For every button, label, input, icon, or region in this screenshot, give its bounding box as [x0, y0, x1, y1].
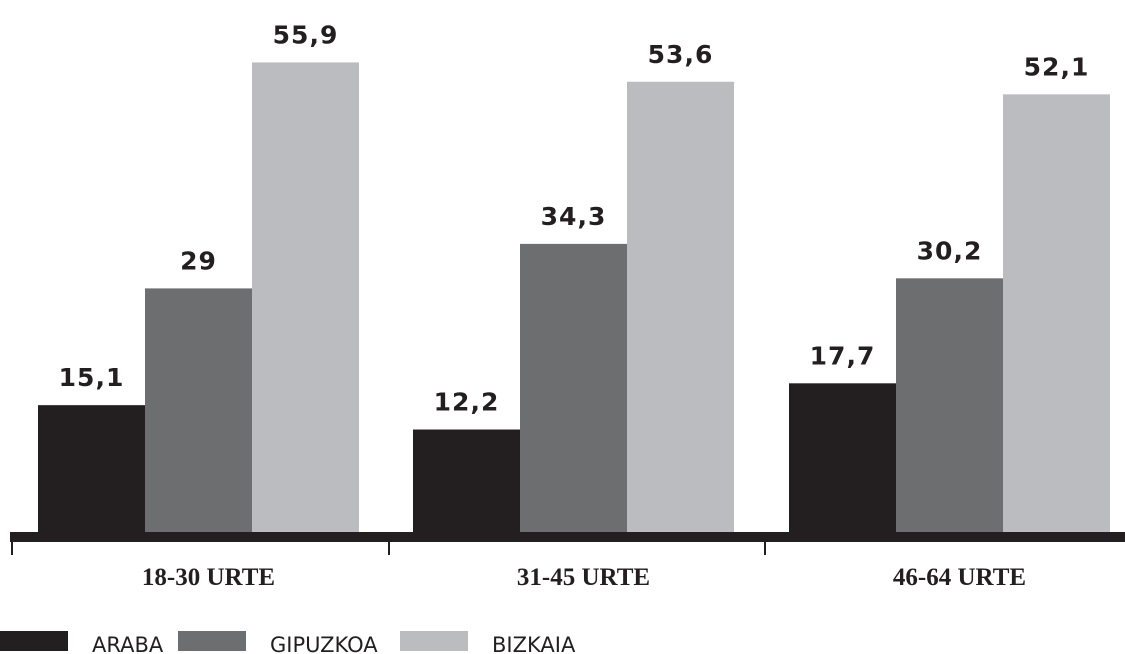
x-axis [10, 532, 1125, 555]
category-label-31-45-urte: 31-45 URTE [517, 564, 650, 591]
bar-araba-31-45-urte [413, 429, 520, 532]
x-axis-tick [11, 540, 13, 555]
legend-label-araba: ARABA [92, 633, 164, 654]
x-axis-line [10, 532, 1125, 542]
bar-gipuzkoa-18-30-urte [145, 288, 252, 532]
value-label-bizkaia-31-45-urte: 53,6 [648, 40, 714, 69]
bar-bizkaia-31-45-urte [627, 81, 734, 532]
legend-label-bizkaia: BIZKAIA [492, 633, 576, 654]
value-label-araba-18-30-urte: 15,1 [59, 363, 125, 392]
value-label-gipuzkoa-31-45-urte: 34,3 [541, 202, 607, 231]
legend: ARABA GIPUZKOA BIZKAIA [0, 631, 576, 654]
value-labels-layer: 15,1 29 55,9 12,2 34,3 53,6 17,7 30,2 52,1 [59, 20, 1090, 417]
bars-layer [38, 62, 1110, 533]
value-label-gipuzkoa-18-30-urte: 29 [180, 246, 217, 275]
legend-label-gipuzkoa: GIPUZKOA [270, 633, 378, 654]
category-labels-layer: 18-30 URTE 31-45 URTE 46-64 URTE [142, 564, 1026, 591]
legend-swatch-araba [0, 631, 68, 651]
bar-gipuzkoa-31-45-urte [520, 243, 627, 532]
bar-bizkaia-18-30-urte [252, 62, 359, 532]
bar-araba-46-64-urte [789, 383, 896, 532]
x-axis-tick [388, 540, 390, 555]
value-label-araba-31-45-urte: 12,2 [434, 388, 500, 417]
legend-swatch-gipuzkoa [178, 631, 246, 651]
legend-swatch-bizkaia [400, 631, 468, 651]
value-label-bizkaia-18-30-urte: 55,9 [273, 20, 339, 49]
bar-araba-18-30-urte [38, 405, 145, 532]
bar-bizkaia-46-64-urte [1003, 94, 1110, 533]
value-label-bizkaia-46-64-urte: 52,1 [1024, 52, 1090, 81]
category-label-46-64-urte: 46-64 URTE [893, 564, 1026, 591]
category-label-18-30-urte: 18-30 URTE [142, 564, 275, 591]
value-label-gipuzkoa-46-64-urte: 30,2 [917, 236, 983, 265]
bar-gipuzkoa-46-64-urte [896, 278, 1003, 532]
value-label-araba-46-64-urte: 17,7 [810, 341, 876, 370]
x-axis-tick [764, 540, 766, 555]
